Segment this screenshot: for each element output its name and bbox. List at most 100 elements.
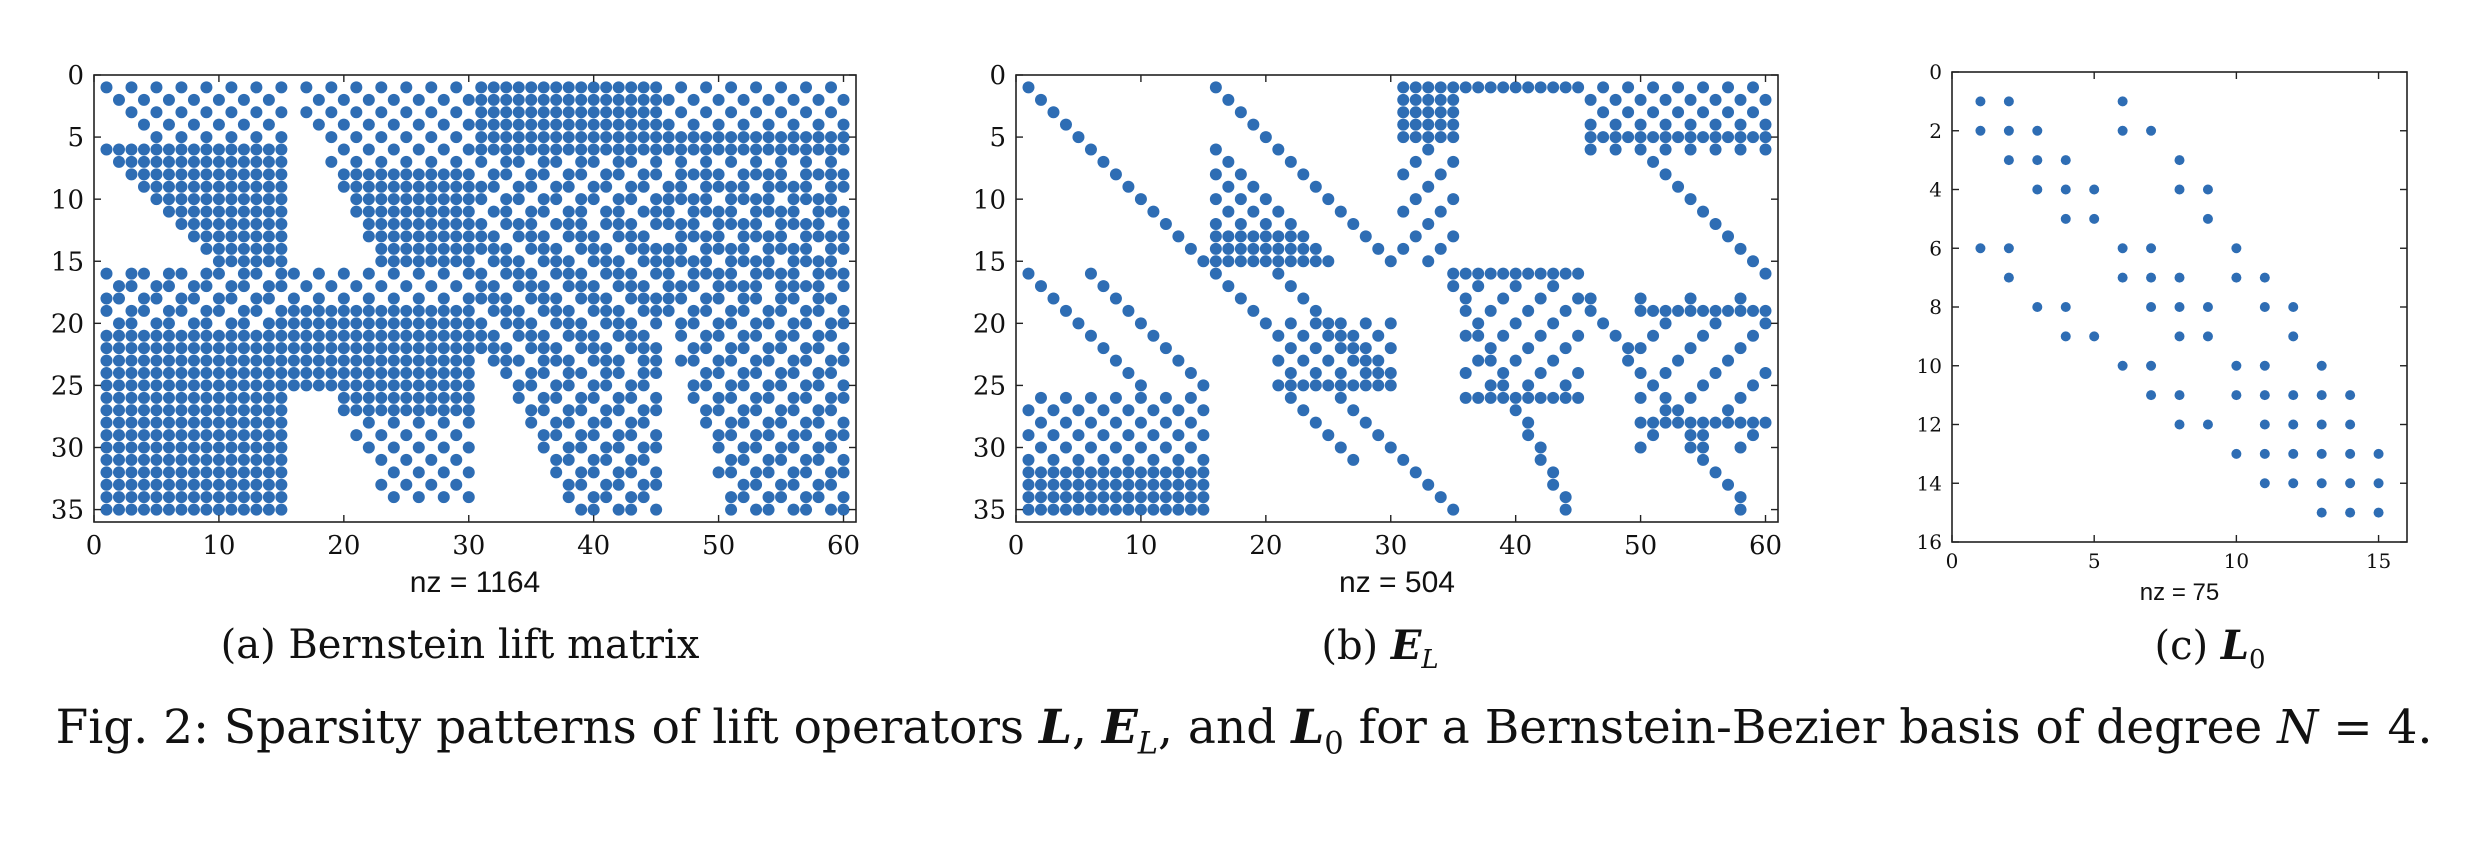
sparsity-marker [2174,331,2185,342]
x-tick-label: 40 [1499,531,1532,561]
sparsity-marker [1747,106,1760,119]
sparsity-marker [612,106,625,119]
sparsity-marker [1684,441,1697,454]
sparsity-marker [712,242,725,255]
x-tick-label: 40 [577,531,610,561]
sparsity-marker [637,131,650,144]
sparsity-marker [550,429,563,442]
sparsity-marker [575,205,588,218]
sparsity-marker [500,218,513,230]
sparsity-marker [250,267,263,280]
sparsity-marker [1397,106,1410,119]
sparsity-marker [1634,342,1647,355]
sparsity-marker [450,218,463,230]
sparsity-marker [2231,448,2242,459]
sparsity-marker [1547,391,1560,404]
sparsity-marker [187,292,200,305]
sparsity-marker [300,317,313,330]
sparsity-marker [787,255,800,268]
sparsity-marker [1209,168,1222,181]
sparsity-marker [1659,416,1672,429]
sparsity-marker [537,404,550,417]
sparsity-marker [1697,441,1710,454]
sparsity-marker [350,317,363,330]
sparsity-marker [1747,255,1760,268]
sparsity-marker [625,292,638,305]
x-axis-label: nz = 504 [1339,566,1455,599]
sparsity-marker [237,193,250,206]
sparsity-marker [462,193,475,206]
sparsity-marker [100,429,113,442]
sparsity-marker [375,429,388,442]
sparsity-marker [2316,478,2327,489]
sparsity-marker [637,143,650,156]
sparsity-marker [750,404,763,417]
sparsity-marker [200,503,213,516]
sparsity-marker [525,267,538,280]
sparsity-marker [437,491,450,504]
sparsity-marker [737,441,750,454]
y-tick-label: 2 [1929,119,1942,143]
sparsity-marker [1022,503,1035,516]
sparsity-marker [525,143,538,156]
sparsity-marker [1372,367,1385,379]
sparsity-marker [1197,491,1210,504]
sparsity-marker [1659,317,1672,330]
sparsity-marker [637,93,650,106]
sparsity-marker [400,478,413,491]
sparsity-marker [437,416,450,429]
sparsity-marker [125,478,138,491]
sparsity-marker [1347,453,1360,466]
sparsity-marker [1609,131,1622,144]
sparsity-marker [225,218,238,230]
sparsity-marker [2316,507,2327,518]
sparsity-marker [487,168,500,181]
sparsity-marker [725,354,738,367]
sparsity-marker [1372,379,1385,392]
sparsity-marker [125,106,138,119]
sparsity-marker [762,342,775,355]
sparsity-marker [537,106,550,119]
sparsity-marker [387,379,400,392]
sparsity-marker [500,242,513,255]
sparsity-marker [575,93,588,106]
sparsity-marker [412,93,425,106]
sparsity-marker [125,267,138,280]
sparsity-marker [825,466,838,479]
sparsity-marker [650,292,663,305]
sparsity-marker [187,441,200,454]
sparsity-marker [600,453,613,466]
sparsity-marker [275,416,288,429]
sparsity-marker [1975,243,1986,254]
sparsity-marker [112,491,125,504]
sparsity-marker [225,81,238,94]
sparsity-marker [800,317,813,330]
sparsity-marker [625,491,638,504]
sparsity-marker [1322,317,1335,330]
sparsity-marker [462,354,475,367]
sparsity-marker [1034,280,1047,293]
sparsity-marker [475,317,488,330]
sparsity-marker [462,379,475,392]
sparsity-marker [200,230,213,243]
sparsity-marker [575,155,588,168]
sparsity-marker [212,292,225,305]
sparsity-marker [412,367,425,379]
sparsity-marker [1509,354,1522,367]
sparsity-marker [762,354,775,367]
sparsity-marker [625,416,638,429]
sparsity-marker [675,292,688,305]
sparsity-marker [825,429,838,442]
sparsity-marker [687,118,700,131]
sparsity-marker [1222,155,1235,168]
sparsity-marker [237,391,250,404]
sparsity-marker [125,453,138,466]
sparsity-marker [562,218,575,230]
sparsity-marker [1172,404,1185,417]
sparsity-marker [1247,180,1260,193]
sparsity-marker [1122,478,1135,491]
sparsity-marker [125,404,138,417]
sparsity-marker [1672,416,1685,429]
sparsity-marker [612,367,625,379]
sparsity-marker [1297,242,1310,255]
